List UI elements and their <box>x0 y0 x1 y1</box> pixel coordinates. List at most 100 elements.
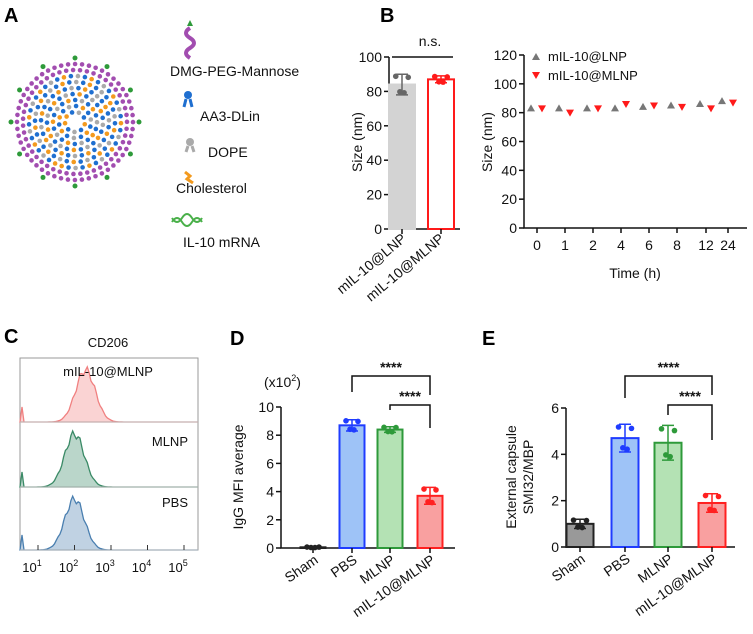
lipid-dot <box>29 90 35 96</box>
lipid-dot <box>64 171 69 176</box>
data-point <box>696 100 704 108</box>
lipid-dot <box>107 100 113 106</box>
lipid-dot <box>95 79 101 85</box>
lipid-dot <box>130 126 135 132</box>
lipid-dot <box>114 100 120 105</box>
lipid-dot <box>118 113 123 119</box>
x-tick-label: 1 <box>561 237 569 253</box>
lipid-dot <box>86 63 92 69</box>
lipid-dot <box>77 92 82 97</box>
y-tick-label: 80 <box>501 105 517 121</box>
lipid-dot <box>26 115 32 120</box>
lipid-dot <box>15 126 20 132</box>
x-tick-label: 105 <box>168 558 187 575</box>
lipid-dot <box>18 99 24 104</box>
lipid-dot <box>45 68 51 73</box>
lipid-dot <box>71 171 76 177</box>
lipid-dot <box>23 136 29 142</box>
y-tick-label: 10 <box>258 399 274 415</box>
data-point <box>527 104 535 112</box>
lipid-dot <box>102 146 108 151</box>
lipid-dot <box>47 106 53 112</box>
x-tick-label: Sham <box>282 551 321 585</box>
lipid-dot <box>84 94 89 99</box>
lipid-dot <box>124 146 129 152</box>
data-point <box>401 89 407 96</box>
data-point <box>611 104 619 112</box>
lipid-dot <box>48 80 54 86</box>
lipid-dot <box>72 141 78 147</box>
y-tick-label: 20 <box>501 191 517 207</box>
lipid-dot <box>69 110 75 115</box>
data-point <box>385 428 391 435</box>
lipid-dot <box>42 84 48 90</box>
chart-c-histograms: 101 102 103 104 105 <box>19 365 198 575</box>
lipid-dot <box>90 132 95 138</box>
data-point <box>570 517 577 523</box>
legend-label: DMG-PEG-Mannose <box>170 63 299 79</box>
lipid-dot <box>122 105 128 111</box>
lipid-dot <box>34 84 39 90</box>
lipid-dot <box>56 122 62 127</box>
lipid-dot <box>61 75 67 80</box>
lipid-dot <box>36 148 42 153</box>
data-point <box>405 74 412 81</box>
lipid-dot <box>58 143 63 149</box>
lipid-dot <box>78 134 84 140</box>
data-point <box>392 73 399 80</box>
chart-title: CD206 <box>88 335 128 350</box>
data-point <box>667 453 673 460</box>
lipid-dot <box>112 114 117 119</box>
lipid-dot <box>26 96 31 102</box>
data-point <box>620 445 626 451</box>
lipid-dot <box>124 112 129 118</box>
lipid-dot <box>59 150 64 156</box>
lipid-dot <box>98 108 104 114</box>
lipid-dot <box>68 73 74 79</box>
lipid-dot <box>120 152 125 158</box>
lipid-dot <box>101 83 107 89</box>
lipid-dot <box>50 166 56 172</box>
data-point <box>615 424 622 430</box>
lipid-dot <box>51 153 57 159</box>
lipid-dot <box>72 97 78 103</box>
panel-label-e: E <box>482 328 495 350</box>
lipid-dot <box>53 84 59 90</box>
data-point <box>440 79 446 85</box>
lipid-dot <box>130 119 136 125</box>
lipid-dot <box>77 67 83 73</box>
lipid-dot <box>51 112 57 118</box>
legend-marker-lnp <box>532 53 540 60</box>
x-tick-label: 24 <box>720 237 736 253</box>
bar <box>427 78 455 230</box>
y-tick-label: 0 <box>374 221 382 237</box>
lipid-dot <box>86 150 91 156</box>
lipid-dot <box>90 106 96 112</box>
lipid-dot <box>21 130 27 135</box>
lipid-dot <box>29 149 35 154</box>
lipid-dot <box>37 138 43 144</box>
y-unit: (x102) <box>264 373 301 390</box>
lipid-dot <box>129 105 134 111</box>
data-point <box>444 74 451 80</box>
lipid-dot <box>87 82 93 88</box>
mannose-dot <box>72 183 78 189</box>
data-point <box>707 506 713 513</box>
series-label: MLNP <box>152 434 188 449</box>
lipid-dot <box>116 134 121 140</box>
lipid-dot <box>45 113 51 118</box>
lipid-dot <box>29 81 34 86</box>
panel-label-c: C <box>4 326 18 348</box>
lipid-dot <box>79 177 85 182</box>
lipid-dot <box>112 120 118 126</box>
lipid-dot <box>39 159 44 165</box>
y-tick-label: 0 <box>266 540 274 556</box>
y-tick-label: 6 <box>551 400 559 416</box>
lipid-dot <box>45 171 51 176</box>
data-point <box>715 493 722 500</box>
y-axis-label: Size (nm) <box>479 112 495 172</box>
lipid-dot <box>38 80 44 85</box>
significance-bracket <box>667 404 713 440</box>
data-point <box>711 507 717 514</box>
